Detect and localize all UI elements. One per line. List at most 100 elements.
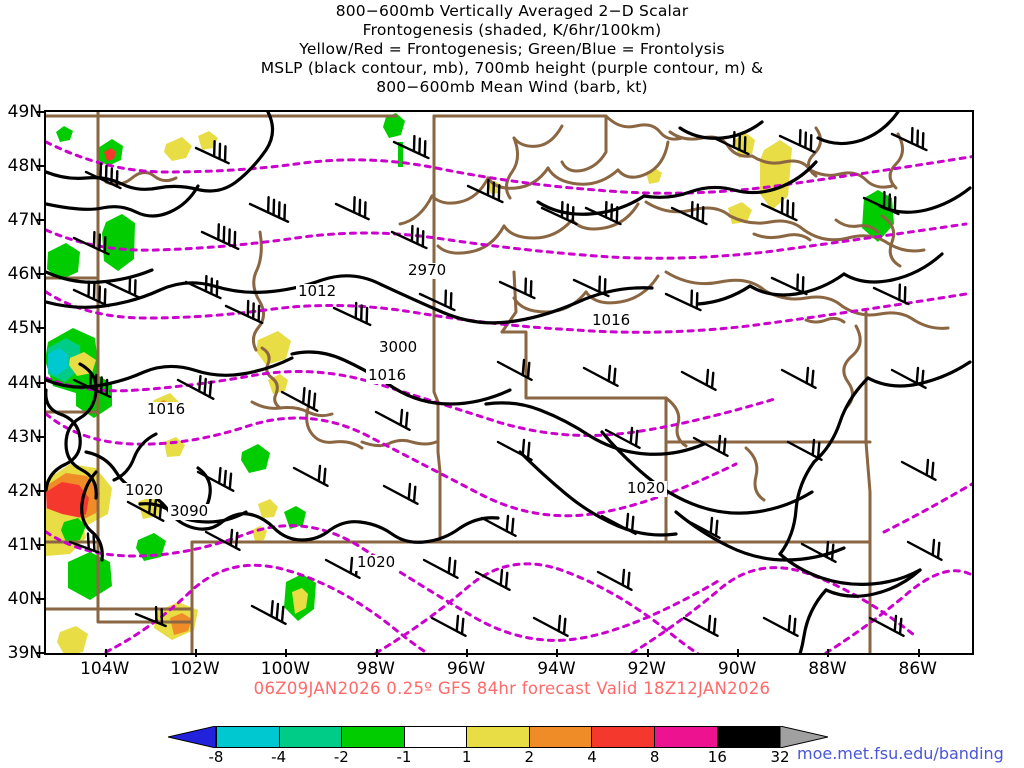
longitude-tick xyxy=(375,649,378,657)
longitude-tick-label: 102W xyxy=(170,659,220,679)
colorbar-cell xyxy=(278,726,342,748)
longitude-tick-label: 104W xyxy=(80,659,130,679)
latitude-tick-label: 39N xyxy=(7,643,42,663)
title-line-1: 800−600mb Vertically Averaged 2−D Scalar xyxy=(335,2,689,20)
contour-labels: 2970 3000 3090 1012 1016 1016 1016 1020 1020 1020 xyxy=(123,261,667,571)
colorbar-cell xyxy=(528,726,592,748)
title-line-3: Yellow/Red = Frontogenesis; Green/Blue =… xyxy=(299,40,725,58)
contour-label: 1016 xyxy=(145,400,187,418)
longitude-tick-label: 86W xyxy=(898,659,938,679)
mslp-contours xyxy=(46,112,972,653)
colorbar-cell xyxy=(466,726,529,748)
contour-label: 1020 xyxy=(625,479,667,497)
longitude-tick xyxy=(104,649,107,657)
latitude-tick-label: 49N xyxy=(7,102,42,122)
chart-title-block: 800−600mb Vertically Averaged 2−D Scalar… xyxy=(0,2,1024,97)
svg-text:3000: 3000 xyxy=(379,338,417,356)
svg-text:2970: 2970 xyxy=(408,261,446,279)
longitude-tick-label: 100W xyxy=(260,659,311,679)
latitude-tick xyxy=(36,219,44,222)
colorbar-cell xyxy=(716,726,781,748)
latitude-tick xyxy=(36,165,44,168)
colorbar-tick-label: -8 xyxy=(208,748,224,766)
latitude-tick-label: 46N xyxy=(7,264,42,285)
colorbar-cell xyxy=(591,726,654,748)
latitude-tick-label: 45N xyxy=(7,318,42,339)
contour-label: 3090 xyxy=(168,502,210,520)
svg-text:1020: 1020 xyxy=(357,553,395,571)
latitude-tick xyxy=(36,327,44,330)
colorbar-tick-label: 8 xyxy=(649,748,660,766)
colorbar-cell xyxy=(341,726,404,748)
height-contours-700mb xyxy=(46,140,972,653)
longitude-tick-label: 98W xyxy=(356,659,395,679)
latitude-axis: 49N 48N 47N 46N 45N 44N 43N 42N 41N 40N 39N xyxy=(0,102,44,663)
frontogenesis-shading xyxy=(46,113,894,653)
colorbar-under-arrow xyxy=(168,726,216,748)
map-canvas: 2970 3000 3090 1012 1016 1016 1016 1020 1020 1020 xyxy=(46,112,972,653)
colorbar-tick-label: -1 xyxy=(396,748,412,766)
latitude-tick xyxy=(36,435,44,438)
colorbar-cell xyxy=(403,726,467,748)
contour-label: 2970 xyxy=(406,261,448,279)
latitude-tick xyxy=(36,111,44,113)
title-line-5: 800−600mb Mean Wind (barb, kt) xyxy=(376,78,648,96)
latitude-tick-label: 44N xyxy=(7,372,42,393)
latitude-tick-label: 42N xyxy=(7,480,42,501)
longitude-tick xyxy=(646,649,649,657)
svg-text:1016: 1016 xyxy=(592,311,630,329)
longitude-tick xyxy=(466,649,469,657)
contour-label: 1016 xyxy=(366,366,408,384)
latitude-tick-label: 48N xyxy=(7,156,42,177)
longitude-tick-label: 94W xyxy=(537,659,576,679)
longitude-tick xyxy=(827,649,830,657)
colorbar-tick-label: 4 xyxy=(587,748,597,766)
longitude-axis: 104W 102W 100W 98W 96W 94W 92W 90W 88W 86W xyxy=(44,649,974,681)
longitude-tick xyxy=(195,649,198,657)
latitude-tick-label: 47N xyxy=(7,210,42,231)
colorbar-tick-label: -2 xyxy=(333,748,349,766)
longitude-tick xyxy=(737,649,740,657)
weather-map[interactable]: 2970 3000 3090 1012 1016 1016 1016 1020 1020 1020 xyxy=(44,110,974,655)
latitude-tick-label: 41N xyxy=(7,534,42,555)
colorbar-tick-label: 1 xyxy=(461,748,472,766)
longitude-tick xyxy=(285,649,288,657)
latitude-tick xyxy=(36,489,44,492)
colorbar[interactable]: -8 -4 -2 -1 1 2 4 8 16 32 xyxy=(168,726,858,766)
colorbar-tick-label: 32 xyxy=(770,748,790,766)
longitude-tick xyxy=(917,649,920,657)
colorbar-tick-label: 2 xyxy=(524,748,535,766)
contour-label: 3000 xyxy=(377,338,419,356)
latitude-tick xyxy=(36,273,44,276)
longitude-tick xyxy=(556,649,559,657)
contour-label: 1020 xyxy=(355,553,397,571)
source-url-link[interactable]: moe.met.fsu.edu/banding xyxy=(797,744,1004,763)
title-line-4: MSLP (black contour, mb), 700mb height (… xyxy=(260,59,764,77)
svg-text:1012: 1012 xyxy=(298,282,336,300)
svg-text:1020: 1020 xyxy=(125,481,163,499)
longitude-tick-label: 88W xyxy=(808,659,847,679)
colorbar-tick-label: 16 xyxy=(707,748,727,766)
longitude-tick-label: 96W xyxy=(446,659,486,679)
latitude-tick-label: 43N xyxy=(7,426,42,447)
colorbar-over-arrow xyxy=(780,726,828,748)
title-line-2: Frontogenesis (shaded, K/6hr/100km) xyxy=(362,21,662,39)
contour-label: 1016 xyxy=(590,311,632,329)
latitude-tick xyxy=(36,597,44,600)
latitude-tick xyxy=(36,543,44,546)
colorbar-cells xyxy=(216,726,781,748)
latitude-tick-label: 40N xyxy=(7,588,42,609)
colorbar-tick-label: -4 xyxy=(271,748,287,766)
colorbar-cell xyxy=(653,726,717,748)
longitude-tick-label: 92W xyxy=(627,659,666,679)
svg-text:3090: 3090 xyxy=(170,502,208,520)
colorbar-cell xyxy=(216,726,279,748)
latitude-tick xyxy=(36,652,44,654)
latitude-tick xyxy=(36,381,44,384)
svg-text:1020: 1020 xyxy=(627,479,665,497)
wind-barbs xyxy=(68,126,943,638)
contour-label: 1020 xyxy=(123,481,165,499)
forecast-caption: 06Z09JAN2026 0.25º GFS 84hr forecast Val… xyxy=(253,679,771,698)
svg-text:1016: 1016 xyxy=(147,400,185,418)
contour-label: 1012 xyxy=(296,282,338,300)
